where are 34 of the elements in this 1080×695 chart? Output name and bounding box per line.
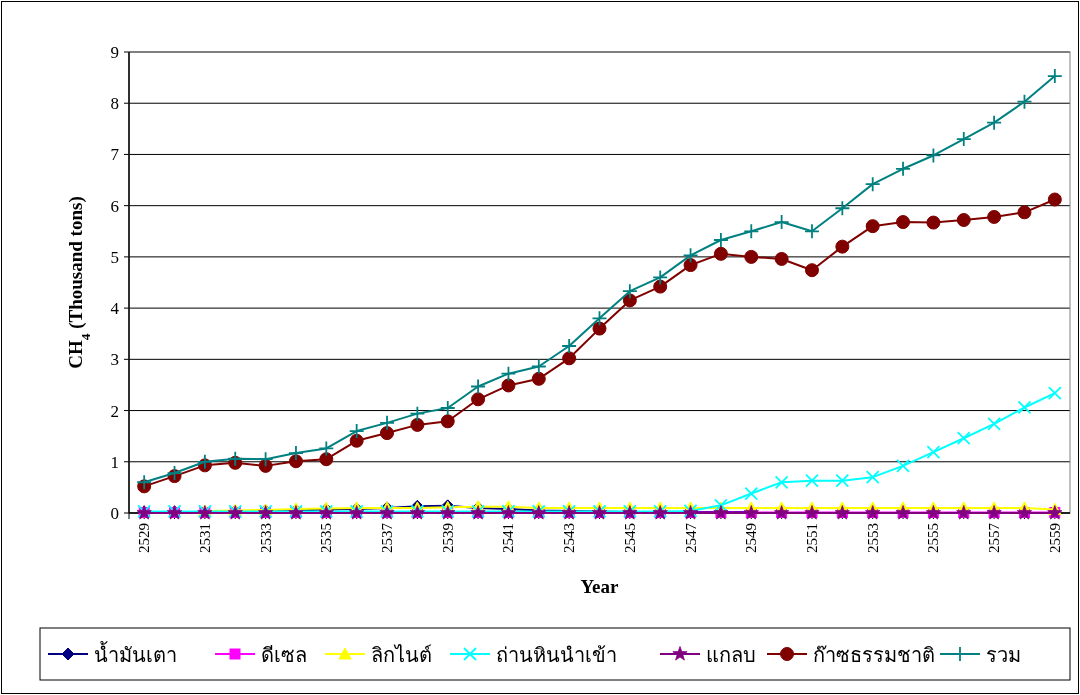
x-tick-label: 2557 [986,522,1003,553]
y-tick-label: 1 [110,452,119,472]
x-tick-label: 2559 [1046,523,1063,553]
x-tick-label: 2541 [500,523,517,553]
x-tick-label: 2533 [257,523,274,553]
x-tick-label: 2543 [561,523,578,553]
legend-label: น้ำมันเตา [94,641,177,667]
x-tick-label: 2551 [803,523,820,553]
x-tick-label: 2531 [196,523,213,553]
y-tick-label: 9 [110,43,119,62]
x-tick-label: 2555 [925,523,942,553]
y-tick-label: 6 [110,196,119,216]
x-tick-label: 2529 [136,523,153,553]
legend-label: แกลบ [706,643,756,667]
legend-label: รวม [986,643,1021,667]
legend-label: ก๊าซธรรมชาติ [813,643,935,667]
x-axis-title: Year [580,576,620,597]
x-tick-label: 2539 [439,523,456,553]
y-tick-label: 8 [110,94,119,114]
x-tick-label: 2535 [318,523,335,553]
x-tick-label: 2549 [743,523,760,553]
x-tick-label: 2537 [379,522,396,553]
y-tick-label: 7 [110,145,120,165]
legend-label: ดีเซล [261,643,307,667]
y-tick-label: 5 [110,247,119,267]
x-tick-label: 2547 [682,522,699,553]
x-tick-label: 2553 [864,523,881,553]
y-tick-label: 3 [110,350,119,370]
y-tick-label: 4 [110,299,120,319]
x-tick-label: 2545 [621,523,638,553]
y-tick-label: 2 [110,401,119,421]
y-tick-label: 0 [110,504,119,523]
legend-label: ถ่านหินนำเข้า [496,643,617,667]
legend-label: ลิกไนต์ [371,643,432,667]
